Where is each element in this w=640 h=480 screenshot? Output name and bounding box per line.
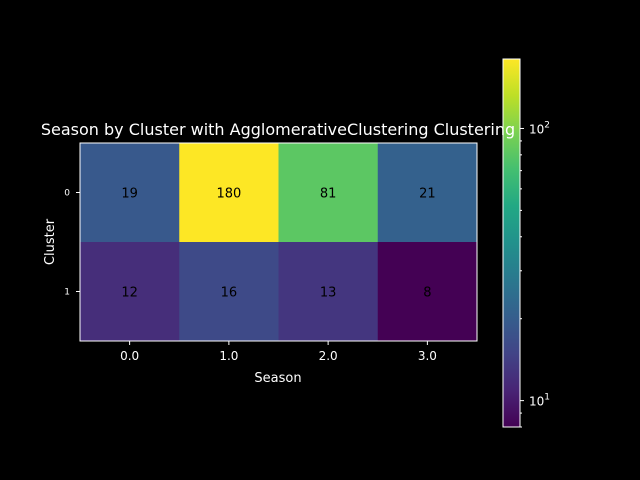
colorbar [503,59,520,427]
heatmap-cell [377,242,478,342]
y-tick-label: 1 [64,288,70,298]
x-tick-label: 0.0 [120,349,139,363]
x-tick-label: 1.0 [219,349,238,363]
cell-value-label: 21 [419,187,436,202]
cell-value-label: 19 [121,187,138,202]
heatmap-cell [278,143,379,243]
colorbar-frame [502,58,521,428]
colorbar-tick-label: 102 [529,120,550,136]
heatmap-cell [278,242,379,342]
cell-value-label: 8 [423,286,431,301]
heatmap-cell [377,143,478,243]
cell-value-label: 81 [320,187,337,202]
x-tick-label: 2.0 [319,349,338,363]
y-tick-label: 0 [64,189,70,199]
colorbar-tick-label: 101 [529,393,550,409]
y-axis-label: Cluster [43,218,58,265]
cell-value-label: 16 [221,286,238,301]
y-axis-ticks: 01 [64,189,80,298]
plot-frame [79,142,478,342]
heatmap-cell [179,143,279,243]
cell-value-label: 13 [320,286,337,301]
heatmap-cell [179,242,279,342]
cell-value-label: 180 [216,187,241,202]
heatmap-cells: 19 180 81 21 12 16 13 8 [80,143,478,342]
x-axis-label: Season [254,371,301,386]
x-tick-label: 3.0 [418,349,437,363]
chart-title: Season by Cluster with AgglomerativeClus… [41,120,515,139]
x-axis-ticks: 0.0 1.0 2.0 3.0 [120,341,437,363]
colorbar-ticks: 101 102 [520,120,550,428]
cell-value-label: 12 [121,286,138,301]
heatmap-cell [80,242,180,342]
heatmap-cell [80,143,180,243]
